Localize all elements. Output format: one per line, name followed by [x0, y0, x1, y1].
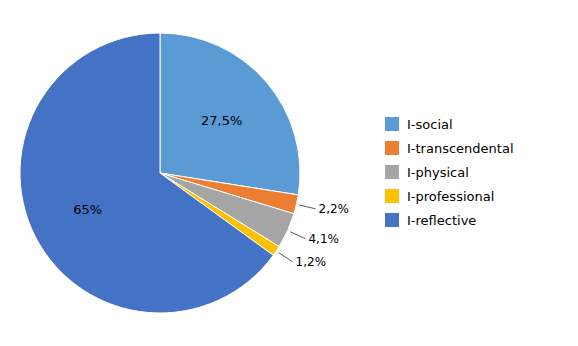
leader-line	[290, 232, 305, 239]
data-label: 2,2%	[319, 202, 350, 216]
legend-item: I-professional	[385, 189, 494, 204]
chart: 27,5% 2,2% 4,1% 1,2% 65% I-social I-transcende…	[0, 0, 578, 346]
legend-swatch	[385, 165, 399, 179]
data-label: 27,5%	[201, 113, 242, 128]
legend-label: I-professional	[407, 189, 494, 204]
data-label: 65%	[73, 202, 102, 217]
chart-container: 27,5% 2,2% 4,1% 1,2% 65% I-social I-transcende…	[0, 0, 578, 346]
pie-slice	[160, 33, 300, 195]
pie	[20, 33, 300, 313]
legend-label: I-transcendental	[407, 141, 514, 156]
legend: I-social I-transcendental I-physical I-prof…	[385, 117, 514, 228]
legend-label: I-social	[407, 117, 453, 132]
legend-label: I-reflective	[407, 213, 476, 228]
legend-swatch	[385, 213, 399, 227]
legend-label: I-physical	[407, 165, 469, 180]
legend-swatch	[385, 189, 399, 203]
data-labels: 27,5% 2,2% 4,1% 1,2% 65%	[73, 113, 349, 269]
data-label: 4,1%	[308, 232, 339, 246]
legend-item: I-transcendental	[385, 141, 514, 156]
legend-item: I-social	[385, 117, 453, 132]
legend-swatch	[385, 117, 399, 131]
leader-line	[279, 253, 293, 262]
pie-slice	[20, 33, 273, 313]
legend-item: I-reflective	[385, 213, 476, 228]
legend-swatch	[385, 141, 399, 155]
legend-item: I-physical	[385, 165, 469, 180]
leader-line	[299, 205, 315, 209]
data-label: 1,2%	[296, 255, 327, 269]
